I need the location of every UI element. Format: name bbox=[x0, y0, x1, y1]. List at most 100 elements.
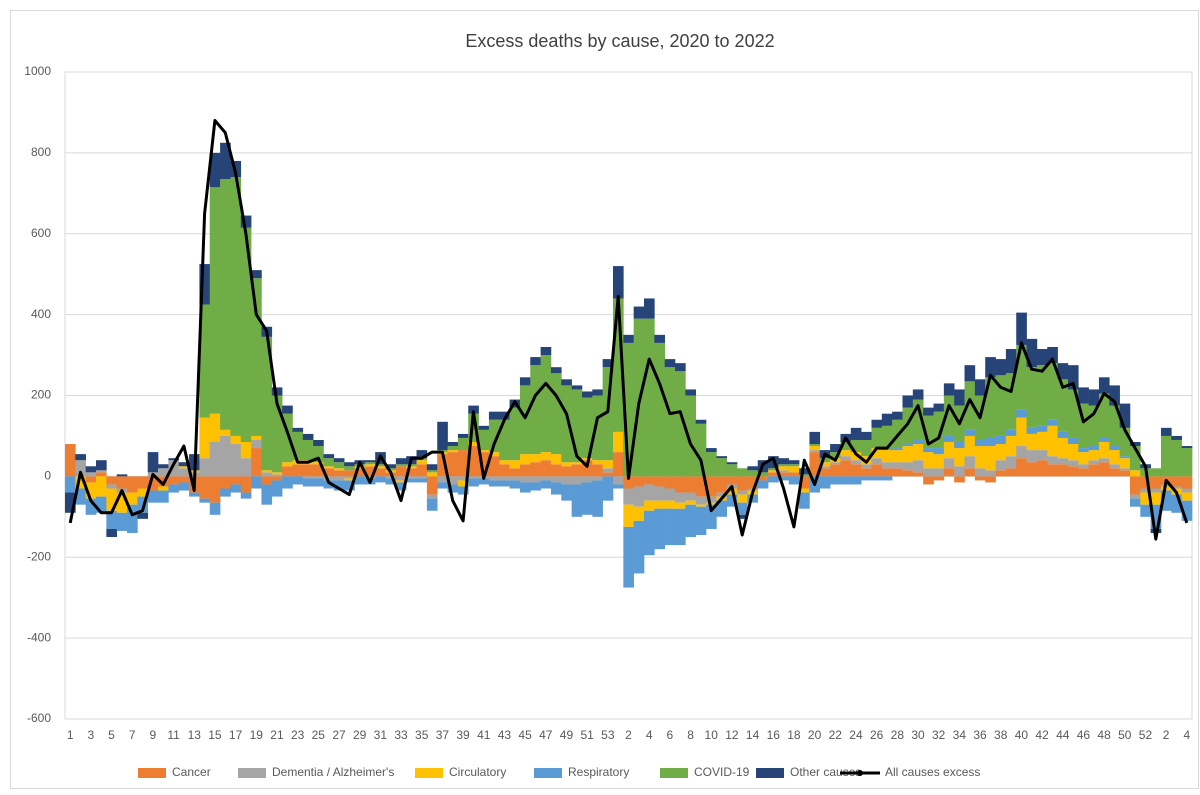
bar-segment bbox=[323, 458, 335, 467]
bar-segment bbox=[964, 365, 976, 382]
bar-segment bbox=[592, 389, 603, 396]
x-tick-label: 16 bbox=[767, 728, 781, 742]
bar-segment bbox=[478, 478, 490, 485]
bar-segment bbox=[675, 492, 686, 503]
bar-segment bbox=[1129, 442, 1141, 447]
bar-segment bbox=[633, 486, 645, 507]
x-tick-label: 41 bbox=[477, 728, 491, 742]
bar-segment bbox=[850, 464, 862, 477]
bar-segment bbox=[168, 460, 180, 477]
bar-segment bbox=[964, 456, 976, 469]
legend-swatch bbox=[756, 768, 784, 778]
bar-segment bbox=[251, 278, 262, 436]
bar-segment bbox=[354, 468, 366, 477]
bar-segment bbox=[1088, 450, 1100, 461]
bar-segment bbox=[1181, 446, 1193, 449]
bar-segment bbox=[488, 419, 500, 453]
bar-segment bbox=[230, 476, 242, 485]
bar-segment bbox=[1098, 377, 1110, 394]
bar-segment bbox=[96, 472, 107, 477]
legend-label: Other causes bbox=[790, 765, 861, 779]
bar-segment bbox=[271, 480, 283, 497]
bar-segment bbox=[788, 476, 800, 485]
bar-segment bbox=[478, 450, 490, 453]
bar-segment bbox=[819, 476, 831, 489]
bar-segment bbox=[571, 462, 583, 465]
bar-segment bbox=[261, 484, 273, 505]
bar-segment bbox=[830, 462, 841, 465]
bar-segment bbox=[364, 464, 376, 467]
x-tick-label: 18 bbox=[787, 728, 801, 742]
bar-segment bbox=[261, 470, 273, 473]
bar-segment bbox=[292, 476, 304, 485]
bar-segment bbox=[778, 472, 790, 477]
x-tick-label: 48 bbox=[1097, 728, 1111, 742]
x-tick-label: 29 bbox=[353, 728, 367, 742]
bar-segment bbox=[1005, 435, 1017, 457]
bar-segment bbox=[1150, 488, 1162, 493]
bar-segment bbox=[127, 492, 138, 505]
bar-segment bbox=[974, 476, 986, 481]
bar-segment bbox=[127, 476, 138, 493]
bar-segment bbox=[644, 500, 655, 511]
bar-segment bbox=[1057, 431, 1069, 438]
bar-segment bbox=[1109, 446, 1120, 451]
bar-segment bbox=[985, 476, 996, 483]
bar-segment bbox=[406, 464, 417, 467]
bar-segment bbox=[809, 446, 821, 451]
bar-segment bbox=[1160, 435, 1172, 477]
bar-segment bbox=[499, 476, 510, 481]
bar-segment bbox=[768, 472, 779, 477]
bar-segment bbox=[364, 460, 376, 463]
bar-segment bbox=[1109, 385, 1120, 406]
bar-segment bbox=[871, 427, 883, 449]
bar-segment bbox=[457, 486, 469, 495]
bar-segment bbox=[519, 464, 531, 477]
bar-segment bbox=[1078, 452, 1089, 465]
bar-segment bbox=[385, 476, 397, 479]
bar-segment bbox=[447, 452, 459, 477]
bar-segment bbox=[995, 460, 1007, 471]
bar-segment bbox=[592, 480, 603, 517]
bar-segment bbox=[871, 476, 883, 481]
bar-segment bbox=[1098, 462, 1110, 477]
bar-segment bbox=[985, 470, 996, 477]
bar-segment bbox=[757, 476, 769, 481]
bar-segment bbox=[1098, 437, 1110, 443]
bar-segment bbox=[220, 179, 231, 430]
bar-segment bbox=[178, 468, 190, 477]
bar-segment bbox=[1150, 492, 1162, 505]
y-tick-label: 600 bbox=[31, 226, 51, 240]
bar-segment bbox=[137, 488, 149, 497]
bar-segment bbox=[943, 435, 955, 443]
bar-segment bbox=[499, 411, 510, 420]
bar-segment bbox=[1057, 379, 1069, 432]
bar-segment bbox=[313, 476, 324, 479]
bar-segment bbox=[65, 492, 76, 513]
bar-segment bbox=[189, 492, 200, 497]
bar-segment bbox=[530, 462, 541, 477]
bar-segment bbox=[178, 462, 190, 467]
bar-segment bbox=[530, 476, 541, 483]
bar-segment bbox=[747, 466, 759, 471]
bar-segment bbox=[974, 439, 986, 447]
bar-segment bbox=[612, 431, 624, 453]
bar-segment bbox=[499, 460, 510, 465]
bar-segment bbox=[778, 464, 790, 467]
x-tick-label: 45 bbox=[518, 728, 532, 742]
legend-swatch bbox=[138, 768, 166, 778]
bar-segment bbox=[147, 476, 159, 491]
bar-segment bbox=[830, 476, 841, 485]
bar-segment bbox=[1140, 492, 1151, 505]
bar-segment bbox=[861, 464, 872, 469]
bar-segment bbox=[602, 472, 614, 477]
bar-segment bbox=[1140, 488, 1151, 493]
bar-segment bbox=[116, 474, 128, 477]
bar-segment bbox=[861, 431, 872, 440]
bar-segment bbox=[240, 215, 252, 228]
bar-segment bbox=[974, 446, 986, 469]
bar-segment bbox=[685, 500, 697, 505]
bar-segment bbox=[1129, 476, 1141, 495]
bar-segment bbox=[447, 442, 459, 447]
bar-segment bbox=[1129, 470, 1141, 477]
